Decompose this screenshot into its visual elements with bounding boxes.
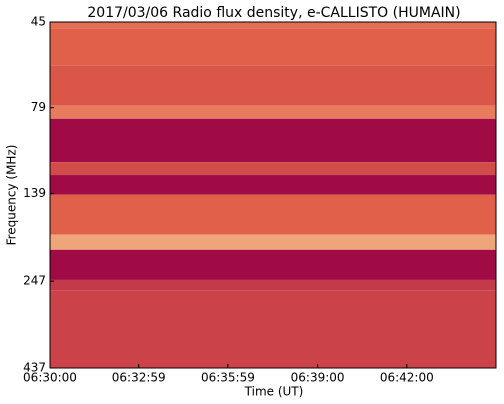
heatmap-band: [50, 279, 496, 291]
heatmap-band: [50, 105, 496, 119]
y-tick-label: 139: [23, 186, 46, 200]
x-tick-label: 06:39:00: [291, 371, 345, 385]
heatmap-band: [50, 28, 496, 66]
y-axis-label: Frequency (MHz): [5, 145, 19, 246]
x-tick-label: 06:35:59: [201, 371, 255, 385]
heatmap-band: [50, 162, 496, 176]
y-tick-label: 79: [31, 100, 46, 114]
y-tick-label: 437: [23, 361, 46, 375]
heatmap-band: [50, 118, 496, 163]
plot-frame: [49, 21, 497, 369]
x-tick-label: 06:42:00: [380, 371, 434, 385]
x-axis-label: Time (UT): [244, 385, 304, 399]
heatmap-band: [50, 290, 496, 368]
heatmap-band: [50, 194, 496, 235]
heatmap-band: [50, 249, 496, 280]
chart-title: 2017/03/06 Radio flux density, e-CALLIST…: [87, 5, 460, 21]
y-tick-label: 247: [23, 274, 46, 288]
heatmap-band: [50, 234, 496, 250]
x-tick-label: 06:30:00: [23, 371, 77, 385]
x-tick-label: 06:32:59: [112, 371, 166, 385]
heatmap-band: [50, 22, 496, 29]
heatmap-band: [50, 65, 496, 106]
heatmap-band: [50, 175, 496, 195]
y-tick-label: 45: [31, 15, 46, 29]
